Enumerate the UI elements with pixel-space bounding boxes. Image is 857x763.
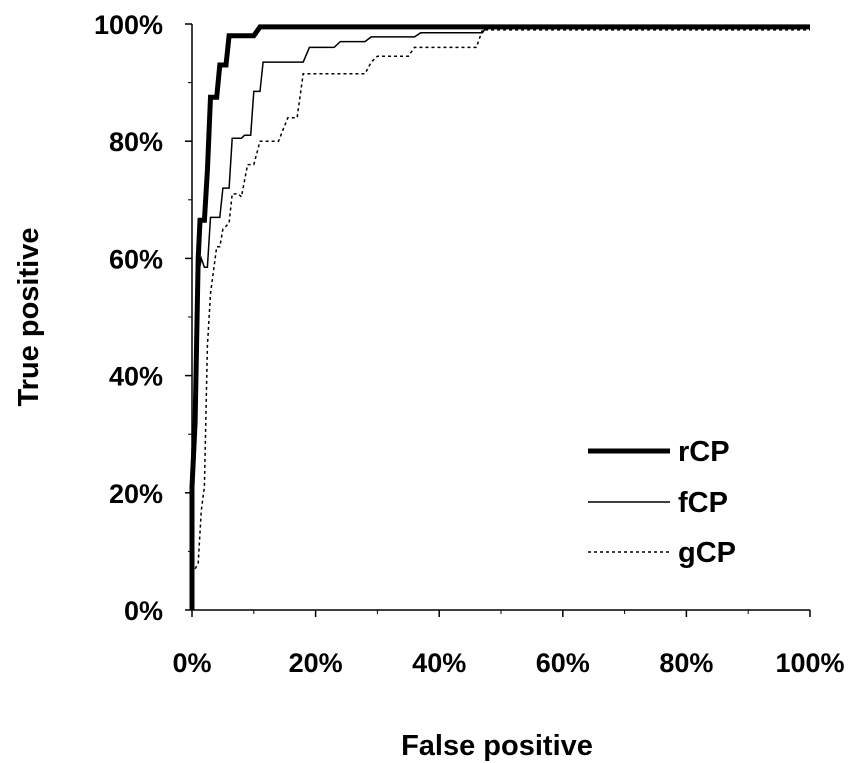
x-axis-title: False positive	[401, 730, 593, 762]
legend-label-fcp: fCP	[678, 487, 728, 519]
ticks	[185, 23, 811, 617]
x-tick-label: 60%	[536, 648, 590, 678]
axes	[191, 24, 810, 611]
legend-label-gcp: gCP	[678, 537, 736, 569]
tick-labels: 0% 20% 40% 60% 80% 100% 0% 20% 40% 60% 80% 100%	[94, 10, 845, 678]
series-line-rcp	[189, 24, 810, 610]
x-tick-label: 0%	[172, 648, 211, 678]
x-tick-label: 20%	[289, 648, 343, 678]
y-tick-label: 100%	[94, 10, 163, 40]
y-tick-label: 60%	[109, 244, 163, 274]
series-lines	[189, 24, 810, 610]
legend: rCP fCP gCP	[588, 436, 736, 569]
x-tick-label: 100%	[775, 648, 844, 678]
series-line-gcp	[191, 29, 810, 610]
y-tick-label: 80%	[109, 127, 163, 157]
y-tick-label: 0%	[124, 596, 163, 626]
y-axis-title: True positive	[13, 228, 45, 407]
series-line-fcp	[191, 27, 810, 610]
y-tick-label: 20%	[109, 479, 163, 509]
legend-label-rcp: rCP	[678, 436, 730, 468]
x-tick-label: 80%	[659, 648, 713, 678]
y-tick-label: 40%	[109, 362, 163, 392]
x-tick-label: 40%	[412, 648, 466, 678]
